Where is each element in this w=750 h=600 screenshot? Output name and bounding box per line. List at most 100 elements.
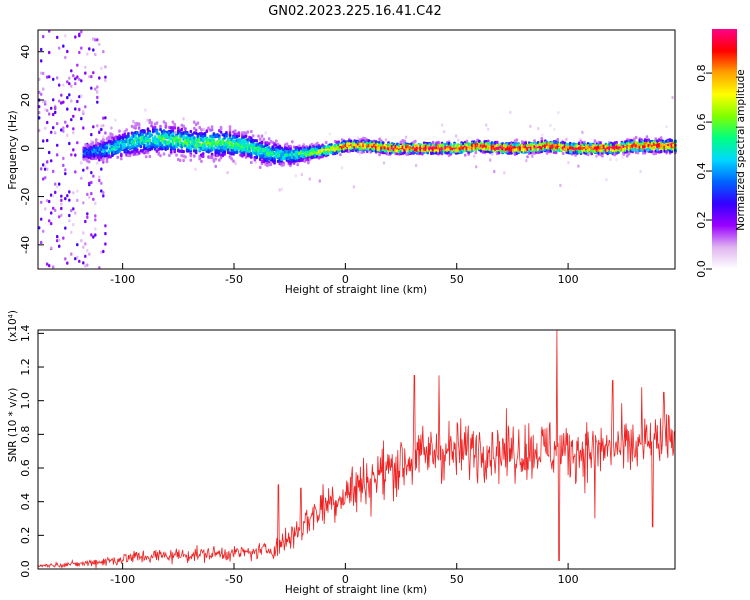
spectrogram-cell bbox=[38, 110, 41, 115]
spectrogram-cell bbox=[665, 125, 668, 129]
spectrogram-cell bbox=[475, 165, 478, 169]
spectrogram-cell bbox=[296, 163, 299, 167]
spectrogram-cell bbox=[489, 158, 492, 162]
spectrogram-cell bbox=[201, 152, 205, 156]
spectrogram-cell bbox=[509, 110, 512, 114]
spectrogram-cell bbox=[50, 222, 53, 226]
spectrogram-cell bbox=[104, 224, 107, 228]
spectrogram-cell bbox=[659, 136, 663, 140]
spectrogram-cell bbox=[82, 231, 85, 235]
spectrogram-cell bbox=[182, 125, 185, 129]
spectrogram-cell bbox=[137, 126, 141, 130]
spectrogram-cell bbox=[82, 109, 85, 113]
spectrogram-cell bbox=[92, 235, 95, 239]
spectrogram-cell bbox=[78, 108, 81, 112]
spectrogram-cell bbox=[104, 131, 107, 135]
spectrogram-cell bbox=[98, 158, 101, 162]
spectrogram-cell bbox=[120, 157, 123, 161]
spectrogram-cell bbox=[58, 99, 61, 103]
spectrogram-cell bbox=[56, 76, 59, 80]
spectrogram-cell bbox=[64, 55, 67, 60]
spectrogram-cell bbox=[104, 75, 107, 79]
spectrogram-cell bbox=[62, 100, 65, 104]
spectrogram-cell bbox=[98, 76, 101, 80]
spectrogram-cell bbox=[292, 161, 296, 165]
spectrogram-cell bbox=[300, 172, 303, 177]
spectrogram-cell bbox=[639, 169, 642, 174]
spectrogram-cell bbox=[280, 187, 283, 191]
spectrogram-cell bbox=[210, 155, 214, 160]
spectrogram-cell bbox=[70, 84, 73, 88]
spectrogram-cell bbox=[90, 133, 93, 137]
spectrogram-cell bbox=[144, 108, 147, 112]
spectrogram-cell bbox=[52, 77, 55, 81]
spectrogram-cell bbox=[38, 116, 41, 120]
spectrogram-cell bbox=[46, 138, 49, 143]
spectrogram-cell bbox=[328, 132, 332, 136]
spectrogram-cell bbox=[189, 158, 193, 162]
spectrogram-cell bbox=[64, 197, 67, 201]
spectrogram-cell bbox=[235, 150, 239, 154]
spectrogram-cell bbox=[634, 135, 638, 140]
spectrogram-cell bbox=[125, 128, 128, 132]
spectrogram-cell bbox=[155, 121, 159, 125]
spectrogram-cell bbox=[526, 155, 529, 159]
spectrogram-cell bbox=[150, 133, 153, 137]
spectrogram-cell bbox=[44, 176, 47, 180]
spectrogram-cell bbox=[66, 107, 69, 111]
spectrogram-cell bbox=[258, 165, 262, 169]
spectrogram-cell bbox=[91, 142, 95, 146]
spectrogram-cell bbox=[96, 100, 99, 104]
spectrogram-cell bbox=[228, 125, 232, 129]
spectrogram-cell bbox=[54, 182, 57, 186]
spectrogram-cell bbox=[58, 182, 61, 186]
spectrogram-cell bbox=[203, 131, 207, 136]
spectrogram-cell bbox=[656, 148, 659, 152]
spectrogram-cell bbox=[255, 139, 258, 143]
spectrogram-cell bbox=[182, 117, 185, 121]
spectrogram-cell bbox=[659, 150, 663, 154]
spectrogram-cell bbox=[98, 42, 101, 46]
spectrogram-cell bbox=[671, 95, 674, 100]
spectrogram-cell bbox=[264, 131, 267, 135]
spectrogram-cell bbox=[193, 120, 196, 124]
spectrogram-cell bbox=[94, 214, 97, 218]
spectrogram-cell bbox=[52, 194, 55, 198]
spectrogram-cell bbox=[118, 129, 121, 133]
spectrogram-cell bbox=[60, 206, 63, 211]
spectrogram-cell bbox=[198, 126, 201, 130]
spectrogram-cell bbox=[96, 90, 99, 94]
spectrogram-cell bbox=[465, 139, 469, 143]
spectrogram-cell bbox=[74, 107, 77, 111]
spectrogram-cell bbox=[56, 235, 59, 239]
spectrogram-cell bbox=[111, 133, 114, 137]
spectrogram-cell bbox=[622, 152, 625, 156]
spectrogram-cell bbox=[48, 150, 51, 155]
spectrogram-cell bbox=[95, 138, 98, 142]
spectrogram-cell bbox=[155, 129, 159, 133]
spectrogram-cell bbox=[76, 243, 79, 247]
spectrogram-cell bbox=[64, 168, 67, 172]
spectrogram-cell bbox=[214, 164, 217, 168]
spectrogram-cell bbox=[74, 153, 77, 157]
spectrogram-cell bbox=[577, 164, 580, 168]
spectrogram-cell bbox=[574, 153, 577, 157]
spectrogram-cell bbox=[100, 167, 103, 171]
spectrogram-cell bbox=[74, 35, 77, 39]
spectrogram-cell bbox=[80, 161, 83, 165]
spectrogram-cell bbox=[495, 140, 499, 144]
spectrogram-cell bbox=[50, 159, 53, 163]
spectrogram-cell bbox=[42, 163, 45, 167]
spectrogram-cell bbox=[228, 133, 232, 137]
spectrogram-cell bbox=[70, 69, 73, 73]
spectrogram-cell bbox=[48, 264, 51, 268]
spectrogram-cell bbox=[98, 178, 101, 183]
spectrogram-cell bbox=[103, 149, 107, 153]
spectrogram-cell bbox=[102, 116, 105, 120]
spectrogram-cell bbox=[40, 200, 43, 204]
spectrogram-cell bbox=[324, 140, 328, 145]
spectrogram-cell bbox=[38, 77, 41, 81]
spectrogram-cell bbox=[454, 134, 458, 138]
